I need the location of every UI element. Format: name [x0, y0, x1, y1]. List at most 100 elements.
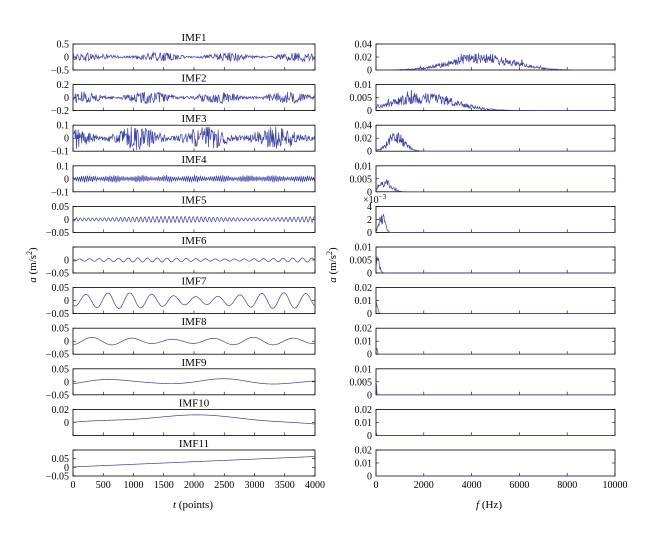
imf5-spectrum-exponent-label: ×10−3: [363, 193, 387, 206]
y-tick-label: 0.005: [350, 377, 373, 388]
time-axis-label: t (points): [173, 499, 213, 511]
time-x-tick-label: 2500: [214, 480, 234, 491]
y-tick-label: 0: [367, 309, 372, 320]
y-tick-label: 2: [367, 215, 372, 226]
imf-title: IMF4: [181, 154, 207, 166]
time-panel-imf6: 0 −0.05 IMF6: [46, 235, 316, 280]
freq-signal-imf1: [375, 53, 615, 71]
imf-title: IMF2: [181, 73, 206, 85]
freq-x-tick-label: 8000: [557, 480, 577, 491]
time-panel-frame: [72, 287, 316, 315]
time-signal-imf11: [72, 456, 316, 468]
time-x-tick-label: 1000: [124, 480, 144, 491]
y-tick-label: 0.02: [355, 53, 373, 64]
y-tick-label: 0.01: [355, 459, 373, 470]
freq-panel-frame: [375, 165, 616, 193]
time-signal-imf1: [72, 51, 316, 63]
freq-panel-imf11: 0.02 0.01 0: [355, 446, 616, 483]
time-amplitude-axis-label: a (m/s2): [25, 247, 40, 283]
y-tick-label: 0.04: [355, 121, 373, 132]
freq-signal-imf3: [375, 132, 615, 152]
freq-panel-imf6: 0.01 0.005 0: [350, 243, 616, 280]
time-x-tick-label: 2000: [184, 480, 204, 491]
freq-panel-frame: [375, 287, 616, 315]
freq-panel-imf5: 4 2 0: [367, 202, 616, 239]
imf-title: IMF5: [181, 194, 207, 206]
freq-axis-label: f (Hz): [476, 499, 502, 511]
y-tick-label: 0.01: [355, 161, 373, 172]
imf-title: IMF10: [179, 397, 210, 409]
y-tick-label: −0.05: [46, 309, 69, 320]
y-tick-label: 0.1: [57, 121, 70, 132]
y-tick-label: 0: [367, 228, 372, 239]
time-panel-imf10: 0.02 0 IMF10: [52, 397, 316, 436]
time-x-tick-label: 3500: [275, 480, 295, 491]
freq-panel-imf10: 0.02 0.01 0: [355, 405, 616, 442]
freq-panel-imf9: 0.01 0.005 0: [350, 364, 616, 401]
time-panel-frame: [72, 408, 316, 436]
time-signal-imf5: [72, 215, 316, 224]
imf-title: IMF1: [181, 32, 206, 44]
ticks-layer: 0 500 1000 1500 2000 2500 3000 3500 4000 0 2000 400…: [71, 480, 628, 491]
time-x-tick-label: 4000: [305, 480, 325, 491]
y-tick-label: 0.05: [52, 454, 70, 465]
y-tick-label: 0: [64, 53, 69, 64]
y-tick-label: 0.02: [355, 446, 373, 457]
time-panel-imf2: 0.2 0 −0.2 IMF2: [51, 73, 316, 117]
time-panel-frame: [72, 246, 316, 274]
freq-panel-imf4: 0.01 0.005 0: [350, 161, 616, 198]
time-x-tick-label: 1500: [154, 480, 174, 491]
y-tick-label: 0: [64, 174, 69, 185]
imf-title: IMF3: [181, 113, 207, 125]
y-tick-label: 0.02: [355, 283, 373, 294]
y-tick-label: −0.1: [51, 187, 69, 198]
y-tick-label: 0: [367, 431, 372, 442]
freq-signal-imf4: [375, 179, 615, 193]
time-panel-imf8: 0.05 0 −0.05 IMF8: [46, 316, 316, 361]
freq-signal-imf2: [375, 89, 615, 111]
y-tick-label: 0.05: [52, 283, 70, 294]
y-tick-label: 0.04: [355, 40, 373, 51]
freq-signal-imf10: [375, 432, 615, 436]
freq-panel-frame: [375, 449, 616, 477]
freq-panel-imf2: 0.01 0.005 0: [350, 80, 616, 117]
y-tick-label: 0: [64, 418, 69, 429]
y-tick-label: 0: [64, 296, 69, 307]
freq-signal-imf6: [375, 256, 615, 274]
y-tick-label: −0.1: [51, 147, 69, 158]
y-tick-label: 0: [64, 463, 69, 474]
time-panel-imf7: 0.05 0 −0.05 IMF7: [46, 276, 316, 320]
freq-panel-frame: [375, 327, 616, 355]
y-tick-label: 0: [64, 256, 69, 267]
freq-panel-frame: [375, 368, 616, 396]
freq-panel-frame: [375, 205, 616, 233]
y-tick-label: 0: [367, 106, 372, 117]
time-signal-imf2: [72, 91, 316, 105]
time-x-tick-label: 500: [96, 480, 111, 491]
y-tick-label: 0.5: [57, 40, 70, 51]
y-tick-label: −0.05: [46, 228, 69, 239]
time-signal-imf8: [72, 336, 316, 346]
imf-title: IMF6: [181, 235, 207, 247]
y-tick-label: 0.005: [350, 93, 373, 104]
time-signal-imf10: [72, 414, 316, 425]
y-tick-label: 0.01: [355, 80, 373, 91]
y-tick-label: 0.01: [355, 364, 373, 375]
y-tick-label: −0.05: [46, 269, 69, 280]
y-tick-label: −0.2: [51, 106, 69, 117]
y-tick-label: 0: [367, 147, 372, 158]
y-tick-label: 0.05: [52, 202, 70, 213]
imf-title: IMF8: [181, 316, 207, 328]
time-panel-imf3: 0.1 0 −0.1 IMF3: [51, 113, 316, 158]
time-signal-imf7: [72, 292, 316, 309]
freq-amplitude-axis-label: a (m/s2): [325, 247, 340, 283]
time-signal-imf9: [72, 378, 316, 385]
freq-panel-imf7: 0.02 0.01 0: [355, 283, 616, 320]
y-tick-label: 0.02: [355, 134, 373, 145]
freq-signal-imf5: [375, 213, 615, 233]
y-tick-label: 0.01: [355, 243, 373, 254]
y-tick-label: 0.1: [57, 161, 70, 172]
freq-x-tick-label: 6000: [509, 480, 529, 491]
y-tick-label: 0.01: [355, 418, 373, 429]
